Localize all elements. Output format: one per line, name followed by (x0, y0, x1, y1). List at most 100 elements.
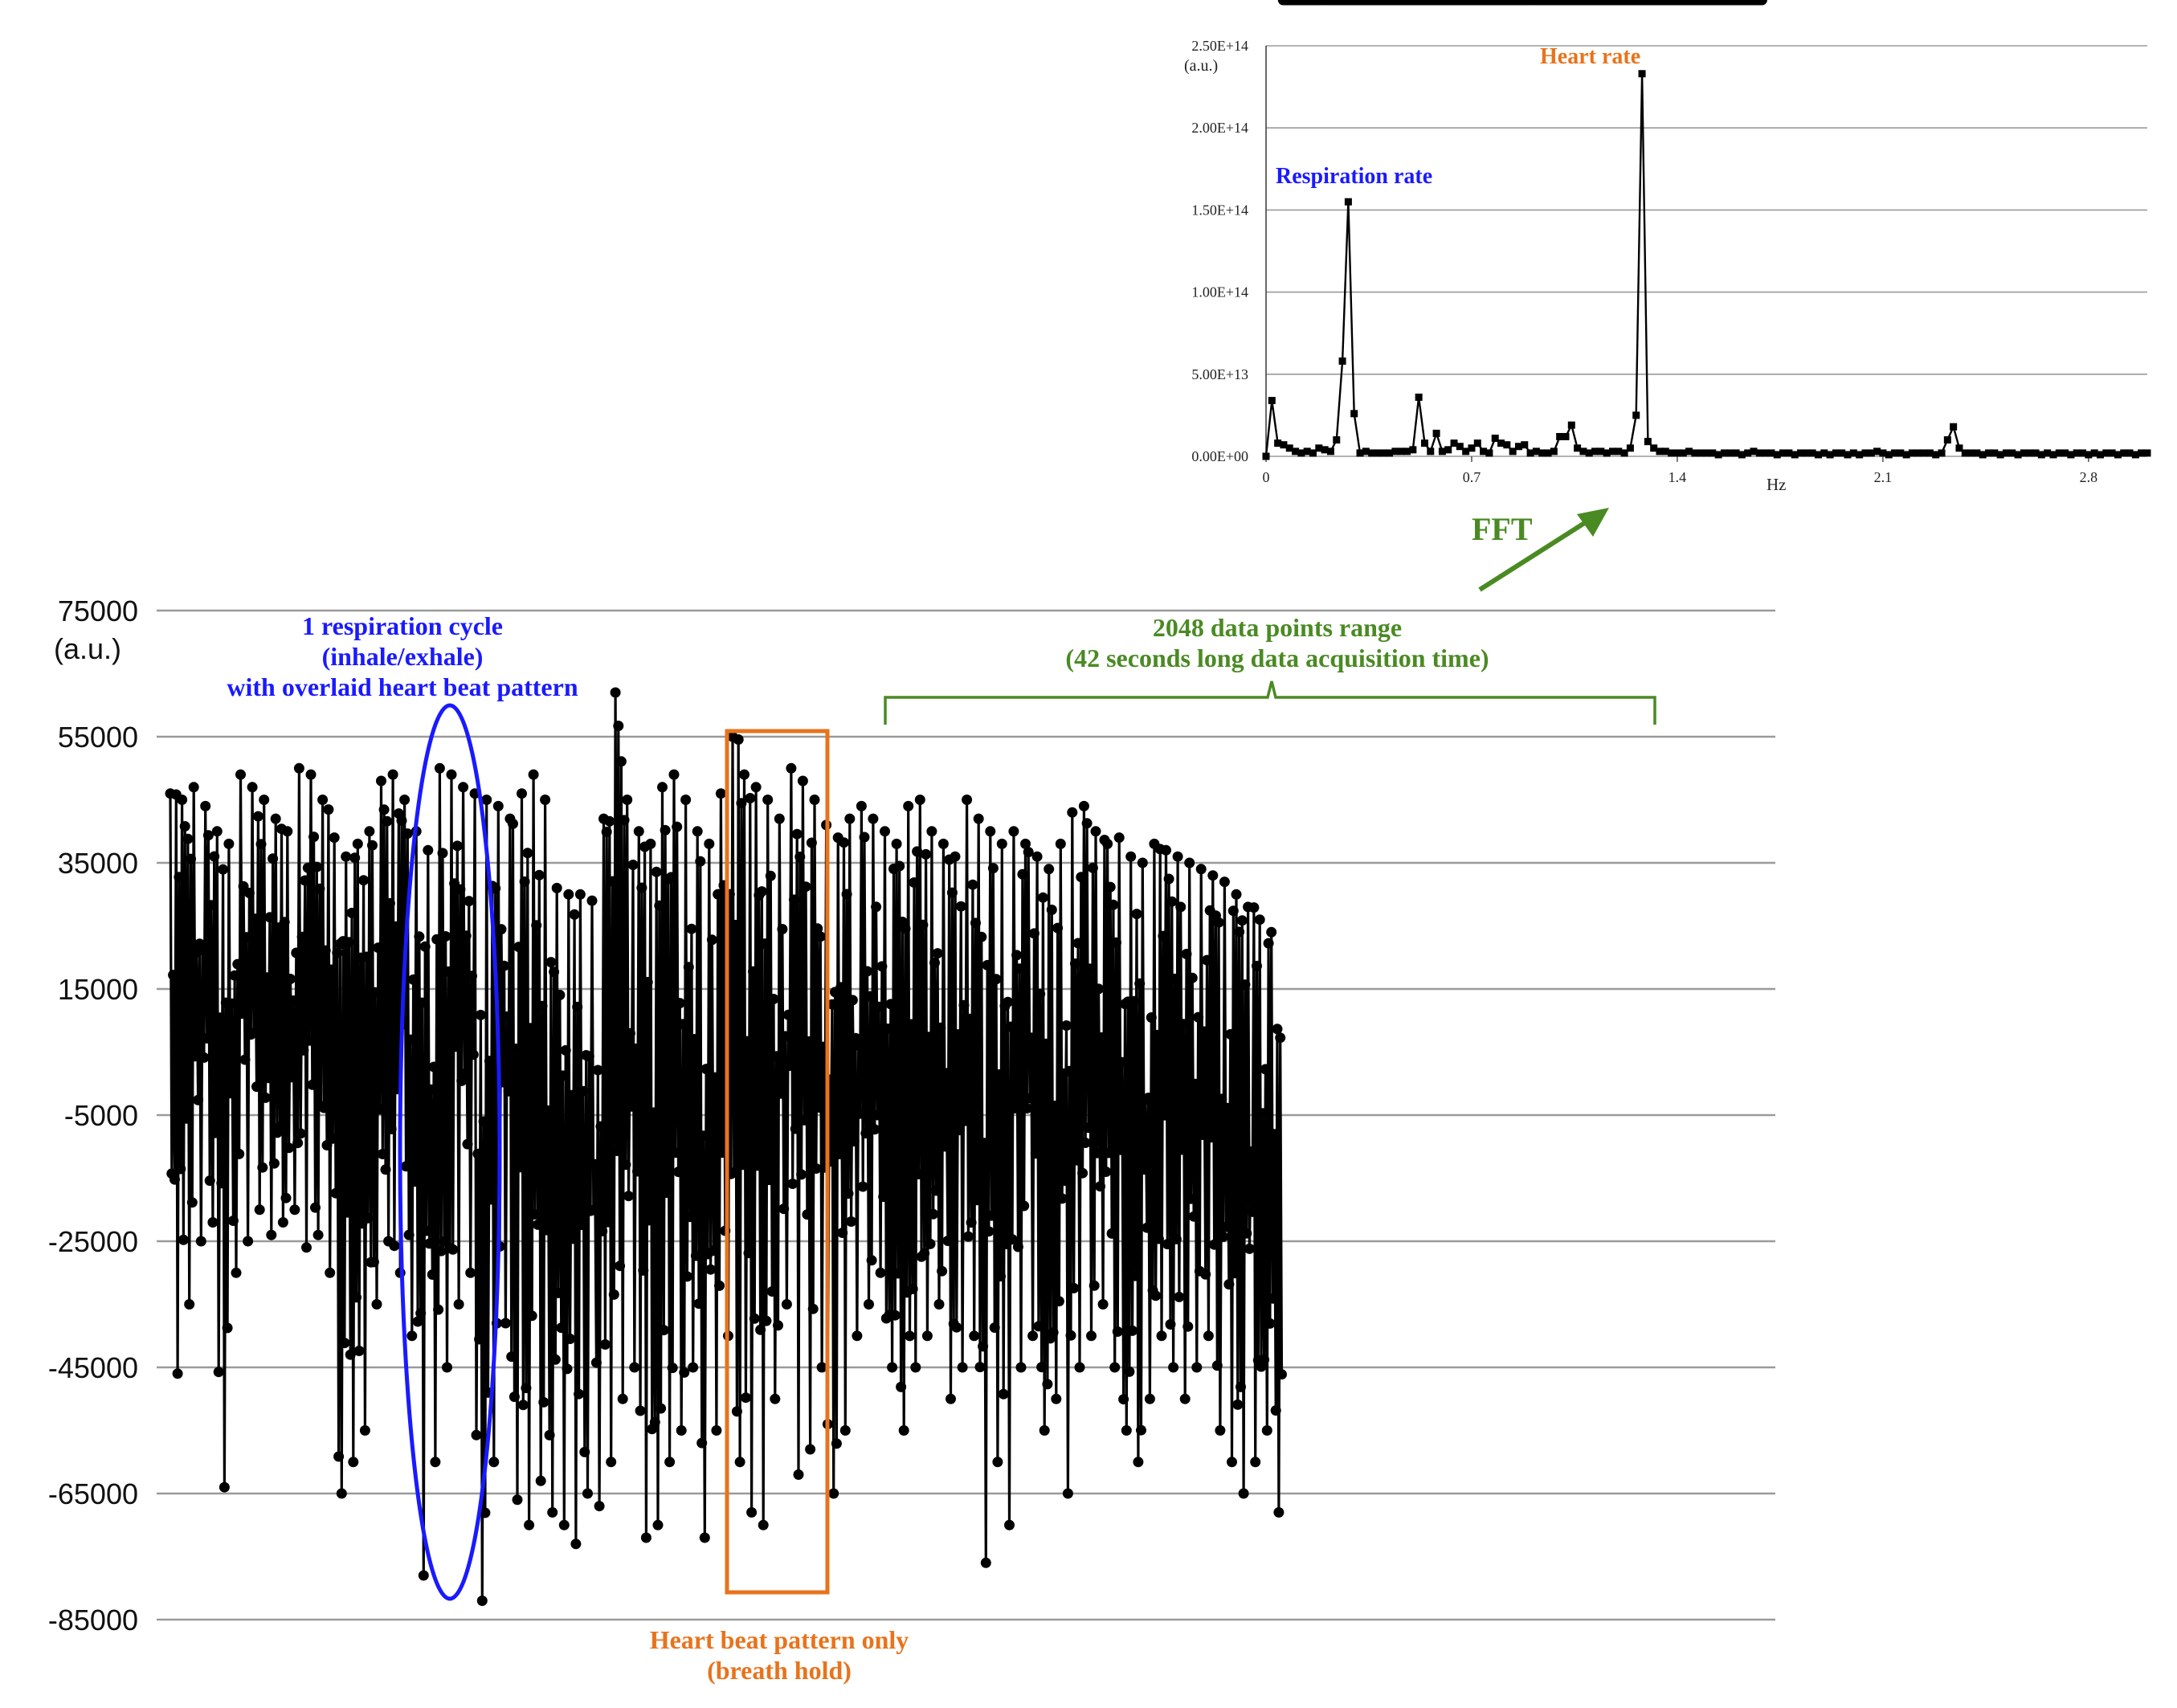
time-point (624, 1028, 635, 1039)
fft-point (2143, 449, 2151, 457)
fft-point (1503, 441, 1511, 449)
time-point (891, 838, 902, 849)
fft-point (1450, 439, 1458, 447)
time-point (980, 1557, 991, 1568)
fft-arrow (1478, 508, 1609, 592)
time-point (688, 1362, 699, 1373)
time-point (847, 995, 858, 1006)
time-point (896, 1381, 907, 1392)
time-point (1275, 1032, 1286, 1044)
time-point (301, 1242, 312, 1253)
time-point (1026, 1032, 1037, 1044)
time-point (490, 883, 501, 894)
fft-point (1879, 449, 1887, 457)
time-point (503, 1085, 514, 1097)
time-point (790, 1123, 801, 1134)
fft-y-tick-label: 5.00E+13 (1191, 366, 1248, 382)
fft-point (1885, 451, 1893, 459)
fft-point (1656, 447, 1664, 456)
time-point (982, 959, 993, 970)
time-point (734, 1457, 745, 1468)
time-point (1133, 1457, 1144, 1468)
time-point (1270, 1405, 1281, 1416)
time-point (542, 1105, 553, 1116)
time-point (592, 1064, 603, 1076)
time-point (681, 1271, 692, 1282)
time-point (312, 1229, 324, 1240)
time-point (396, 815, 407, 826)
time-point (177, 795, 188, 805)
time-point (188, 782, 199, 793)
time-point (553, 1287, 564, 1298)
fft-point (1897, 449, 1905, 457)
time-point (942, 1236, 954, 1246)
time-point (426, 1084, 436, 1095)
respiration-cycle-annotation: 1 respiration cycle (inhale/exhale) with… (227, 611, 578, 701)
time-point (560, 1044, 571, 1056)
time-point (478, 1116, 489, 1127)
time-point (699, 1532, 710, 1543)
time-point (692, 826, 703, 837)
time-point (746, 1507, 758, 1518)
time-point (778, 1203, 790, 1215)
time-point (1125, 851, 1137, 862)
time-point (793, 1469, 804, 1480)
time-point (513, 942, 525, 953)
time-point (275, 1121, 286, 1132)
time-point (777, 924, 788, 934)
time-point (706, 934, 717, 946)
time-point (843, 1188, 854, 1199)
time-point (329, 832, 340, 844)
time-point (318, 1102, 329, 1113)
time-point (390, 921, 402, 932)
time-point (1106, 1228, 1117, 1239)
time-point (709, 1072, 721, 1083)
time-point (376, 775, 386, 787)
time-point (362, 1212, 374, 1224)
time-point (811, 1163, 822, 1174)
time-point (558, 1519, 570, 1530)
time-point (343, 937, 354, 948)
time-point (1268, 1129, 1280, 1140)
time-point (1005, 1021, 1016, 1032)
fft-point (1532, 447, 1540, 456)
time-point (333, 1451, 345, 1462)
time-point (1143, 1093, 1154, 1103)
time-point (932, 948, 943, 959)
time-point (574, 889, 586, 900)
time-point (871, 901, 882, 913)
time-point (733, 734, 744, 745)
time-point (1039, 1425, 1050, 1436)
time-point (684, 1212, 696, 1223)
time-point (610, 687, 621, 698)
time-point (800, 881, 811, 893)
time-point (451, 840, 463, 852)
time-point (291, 947, 302, 958)
fft-point (1280, 441, 1288, 449)
fft-point (2108, 449, 2116, 457)
time-point (239, 1054, 251, 1065)
time-point (740, 1392, 751, 1404)
time-point (1206, 1132, 1217, 1143)
time-point (1071, 1154, 1082, 1166)
time-point (540, 795, 551, 805)
time-point (898, 1425, 909, 1436)
time-point (758, 1519, 769, 1530)
time-point (844, 813, 856, 824)
time-point (996, 838, 1007, 849)
time-point (841, 889, 852, 900)
time-point (962, 795, 973, 805)
time-point (308, 832, 320, 843)
time-point (595, 1121, 607, 1132)
time-point (259, 795, 270, 805)
time-point (882, 1024, 893, 1034)
time-point (339, 1338, 350, 1349)
fft-point (1797, 449, 1805, 457)
fft-point (1902, 451, 1910, 459)
time-point (912, 846, 923, 857)
time-point (280, 1192, 292, 1203)
fft-point (1297, 449, 1305, 457)
time-point (611, 1146, 623, 1156)
time-point (995, 1271, 1006, 1282)
time-point (1222, 1102, 1233, 1113)
